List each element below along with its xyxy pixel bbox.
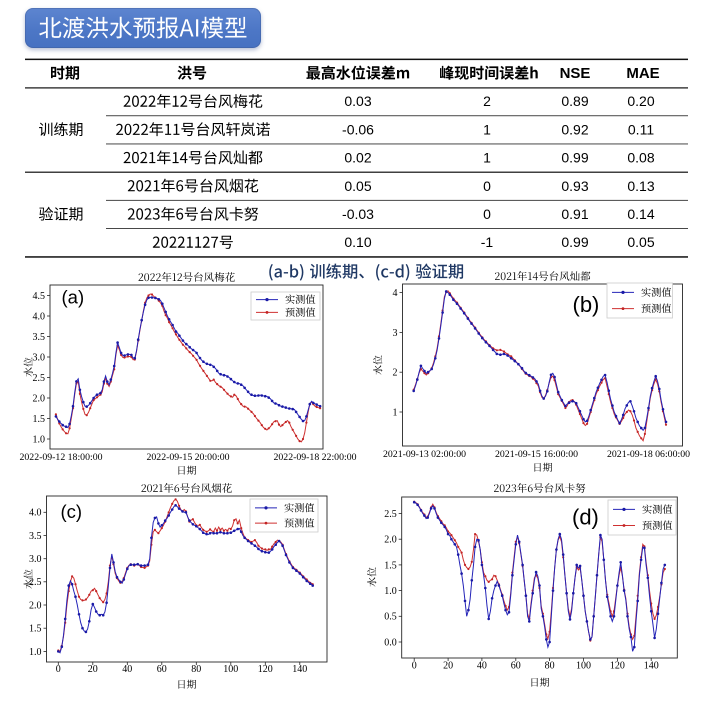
- svg-text:0.99: 0.99: [561, 150, 588, 166]
- svg-text:0.13: 0.13: [627, 178, 654, 194]
- svg-text:0: 0: [483, 206, 491, 222]
- svg-text:2.0: 2.0: [33, 393, 46, 404]
- svg-text:120: 120: [258, 664, 273, 675]
- svg-text:20: 20: [88, 664, 98, 675]
- svg-text:40: 40: [477, 661, 487, 672]
- svg-text:1.0: 1.0: [33, 434, 46, 445]
- svg-text:80: 80: [545, 661, 555, 672]
- svg-text:1.5: 1.5: [29, 624, 42, 635]
- svg-text:(a): (a): [62, 287, 85, 308]
- svg-text:0.20: 0.20: [627, 93, 654, 109]
- svg-text:2.0: 2.0: [384, 535, 397, 546]
- svg-text:-0.06: -0.06: [342, 121, 374, 137]
- svg-text:0.11: 0.11: [628, 121, 654, 137]
- svg-text:0.05: 0.05: [627, 234, 654, 250]
- svg-text:0.89: 0.89: [561, 93, 588, 109]
- svg-text:2021-09-13 02:00:00: 2021-09-13 02:00:00: [383, 449, 466, 460]
- svg-text:0: 0: [483, 178, 491, 194]
- svg-text:0.03: 0.03: [344, 93, 371, 109]
- svg-text:2021-09-18 06:00:00: 2021-09-18 06:00:00: [607, 449, 690, 460]
- svg-text:(c): (c): [61, 501, 83, 522]
- svg-text:3.5: 3.5: [29, 531, 42, 542]
- svg-text:0: 0: [56, 664, 61, 675]
- svg-text:2.5: 2.5: [29, 577, 42, 588]
- svg-text:1.5: 1.5: [384, 560, 397, 571]
- svg-text:0.99: 0.99: [561, 234, 588, 250]
- svg-text:80: 80: [191, 664, 201, 675]
- svg-text:4.5: 4.5: [33, 291, 46, 302]
- svg-text:(b): (b): [573, 292, 600, 317]
- svg-text:140: 140: [644, 661, 659, 672]
- svg-text:140: 140: [292, 664, 307, 675]
- svg-text:2021-09-15 16:00:00: 2021-09-15 16:00:00: [495, 449, 578, 460]
- svg-text:0.92: 0.92: [561, 121, 588, 137]
- svg-text:2022-09-15 20:00:00: 2022-09-15 20:00:00: [147, 452, 230, 463]
- svg-text:0.05: 0.05: [344, 178, 371, 194]
- svg-text:100: 100: [576, 661, 591, 672]
- svg-text:1.0: 1.0: [384, 586, 397, 597]
- svg-text:2.5: 2.5: [33, 373, 46, 384]
- svg-text:40: 40: [122, 664, 132, 675]
- svg-text:4: 4: [393, 288, 398, 299]
- svg-text:MAE: MAE: [626, 65, 659, 82]
- svg-text:3.0: 3.0: [33, 352, 46, 363]
- svg-text:1: 1: [483, 121, 491, 137]
- svg-text:3.0: 3.0: [29, 554, 42, 565]
- svg-text:2022-09-18 22:00:00: 2022-09-18 22:00:00: [274, 452, 357, 463]
- svg-text:1: 1: [483, 150, 491, 166]
- svg-text:2.5: 2.5: [384, 509, 397, 520]
- svg-text:-1: -1: [481, 234, 494, 250]
- svg-text:120: 120: [610, 661, 625, 672]
- svg-text:NSE: NSE: [560, 65, 591, 82]
- svg-text:-0.03: -0.03: [342, 206, 374, 222]
- svg-text:0: 0: [412, 661, 417, 672]
- svg-text:3.5: 3.5: [33, 332, 46, 343]
- svg-text:2022-09-12 18:00:00: 2022-09-12 18:00:00: [20, 452, 103, 463]
- svg-text:60: 60: [157, 664, 167, 675]
- svg-text:1: 1: [393, 407, 398, 418]
- svg-text:0.5: 0.5: [384, 612, 397, 623]
- svg-text:60: 60: [511, 661, 521, 672]
- svg-text:(d): (d): [572, 505, 599, 530]
- svg-text:2.0: 2.0: [29, 600, 42, 611]
- svg-text:0.08: 0.08: [627, 150, 654, 166]
- svg-text:0.02: 0.02: [344, 150, 371, 166]
- svg-text:20: 20: [443, 661, 453, 672]
- svg-text:4.0: 4.0: [33, 311, 46, 322]
- svg-text:0.91: 0.91: [561, 206, 588, 222]
- svg-text:0.14: 0.14: [627, 206, 654, 222]
- svg-text:0.93: 0.93: [561, 178, 588, 194]
- svg-text:100: 100: [223, 664, 238, 675]
- svg-text:1.0: 1.0: [29, 647, 42, 658]
- svg-text:4.0: 4.0: [29, 508, 42, 519]
- svg-text:0.10: 0.10: [344, 234, 371, 250]
- svg-text:3: 3: [393, 328, 398, 339]
- svg-text:2: 2: [393, 368, 398, 379]
- svg-text:2: 2: [483, 93, 491, 109]
- svg-text:0.0: 0.0: [384, 637, 397, 648]
- svg-text:1.5: 1.5: [33, 414, 46, 425]
